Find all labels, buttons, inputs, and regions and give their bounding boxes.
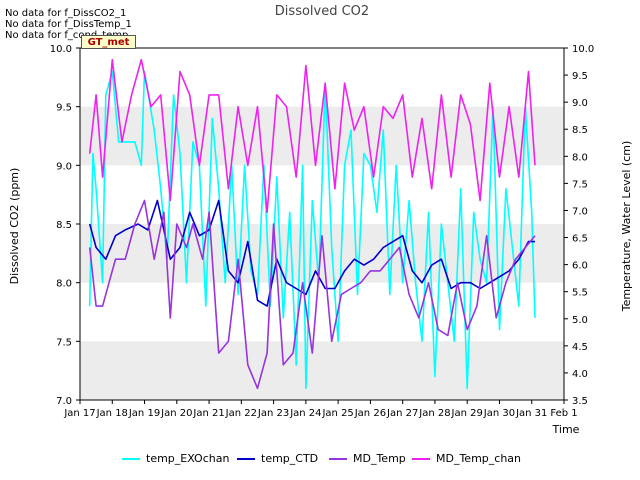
x-tick-label: Jan 19 <box>128 408 160 419</box>
x-tick-label: Jan 26 <box>354 408 386 419</box>
y-axis-right: 3.5 4.0 4.5 5.0 5.5 6.0 6.5 7.0 7.5 8.0 8.5 9.0 9.5 1… <box>564 44 594 407</box>
grid-band <box>80 341 564 400</box>
x-axis-label: Time <box>552 423 580 436</box>
no-data-notice: No data for f_DissTemp_1 <box>5 19 132 30</box>
legend-swatch <box>329 458 347 460</box>
y-tick-label-right: 9.5 <box>572 71 588 82</box>
x-tick-label: Jan 17 <box>63 408 95 419</box>
x-tick-label: Jan 25 <box>321 408 353 419</box>
x-tick-label: Jan 31 <box>515 408 547 419</box>
x-tick-label: Jan 23 <box>257 408 289 419</box>
y-tick-label-right: 3.5 <box>572 396 588 407</box>
y-tick-label-right: 8.0 <box>572 152 588 163</box>
y-tick-label-right: 5.0 <box>572 315 588 326</box>
x-tick-label: Jan 18 <box>96 408 128 419</box>
legend-swatch <box>122 458 140 460</box>
legend-item: temp_EXOchan <box>122 452 229 465</box>
y-tick-label-left: 10.0 <box>50 44 72 55</box>
y-tick-label-right: 6.5 <box>572 234 588 245</box>
series-layer <box>88 58 536 390</box>
y-tick-label-right: 8.5 <box>572 125 588 136</box>
legend-swatch <box>412 458 430 460</box>
x-tick-label: Jan 24 <box>289 408 321 419</box>
legend-label: MD_Temp <box>353 452 406 465</box>
y-tick-label-right: 7.0 <box>572 206 588 217</box>
y-tick-label-left: 8.0 <box>56 279 72 290</box>
y-axis-right-label: Temperature, Water Level (cm) <box>620 141 633 313</box>
x-tick-label: Feb 1 <box>550 408 577 419</box>
site-badge: GT_met <box>81 35 136 49</box>
y-tick-label-left: 7.0 <box>56 396 72 407</box>
x-axis: Jan 17 Jan 18 Jan 19 Jan 20 Jan 21 Jan 22 Jan … <box>63 400 578 419</box>
no-data-notice: No data for f_cond_temp <box>5 30 129 41</box>
y-axis-left-label: Dissolved CO2 (ppm) <box>8 168 21 285</box>
y-tick-label-right: 6.0 <box>572 261 588 272</box>
series-line-MD_Temp <box>88 199 536 390</box>
y-tick-label-right: 4.0 <box>572 369 588 380</box>
y-tick-label-right: 9.0 <box>572 98 588 109</box>
y-tick-label-right: 10.0 <box>572 44 594 55</box>
legend-item: MD_Temp <box>329 452 406 465</box>
y-tick-label-right: 4.5 <box>572 342 588 353</box>
grid-bands <box>80 106 564 400</box>
y-tick-label-left: 9.0 <box>56 161 72 172</box>
x-tick-label: Jan 29 <box>451 408 483 419</box>
series-line-MD_Temp_chan <box>88 58 536 214</box>
legend-label: temp_CTD <box>261 452 319 465</box>
legend-label: MD_Temp_chan <box>436 452 522 465</box>
y-tick-label-right: 5.5 <box>572 288 588 299</box>
x-tick-label: Jan 21 <box>192 408 224 419</box>
y-axis-left: 7.0 7.5 8.0 8.5 9.0 9.5 10.0 <box>50 44 80 407</box>
legend-item: temp_CTD <box>237 452 318 465</box>
no-data-notice: No data for f_DissCO2_1 <box>5 8 127 19</box>
legend-item: MD_Temp_chan <box>412 452 521 465</box>
x-tick-label: Jan 28 <box>418 408 450 419</box>
y-tick-label-left: 8.5 <box>56 220 72 231</box>
series-line-temp_EXOchan <box>88 70 536 390</box>
x-tick-label: Jan 30 <box>483 408 515 419</box>
x-tick-label: Jan 22 <box>225 408 257 419</box>
chart-title: Dissolved CO2 <box>275 4 369 19</box>
x-tick-label: Jan 27 <box>386 408 418 419</box>
legend-label: temp_EXOchan <box>146 452 230 465</box>
y-tick-label-left: 9.5 <box>56 103 72 114</box>
y-tick-label-right: 7.5 <box>572 179 588 190</box>
legend-swatch <box>237 458 255 460</box>
x-tick-label: Jan 20 <box>160 408 192 419</box>
y-tick-label-left: 7.5 <box>56 337 72 348</box>
